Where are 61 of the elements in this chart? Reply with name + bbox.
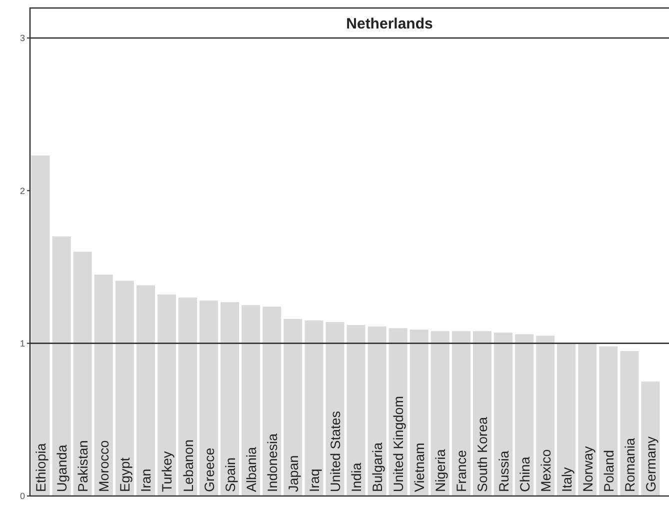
y-tick-label: 1: [20, 338, 25, 348]
bar: [31, 156, 50, 496]
x-tick-label: Romania: [622, 437, 638, 492]
x-tick-label: Nigeria: [433, 448, 448, 492]
x-tick-label: United Kingdom: [391, 396, 406, 492]
y-tick-label: 3: [20, 33, 25, 44]
bar: [557, 343, 576, 496]
x-tick-label: Indonesia: [264, 432, 280, 492]
bar: [515, 334, 534, 496]
x-tick-label: Russia: [496, 450, 512, 492]
x-tick-label: China: [517, 456, 532, 492]
bar: [242, 305, 260, 496]
bar: [452, 331, 470, 496]
bar: [599, 346, 618, 496]
bar: [494, 332, 513, 496]
x-tick-label: Uganda: [54, 444, 70, 492]
x-tick-label: South Korea: [475, 416, 490, 492]
bar: [430, 331, 450, 496]
bar: [410, 330, 428, 496]
x-tick-label: Morocco: [96, 440, 112, 492]
x-tick-label: Italy: [559, 466, 574, 492]
x-tick-label: Poland: [601, 450, 616, 492]
x-tick-label: Bulgaria: [370, 442, 386, 492]
bar: [304, 320, 324, 496]
bar: [262, 306, 282, 496]
x-tick-label: Vietnam: [412, 442, 428, 492]
bar: [200, 300, 218, 496]
bar: [94, 274, 113, 496]
x-tick-label: Ethiopia: [34, 442, 49, 492]
bar: [136, 285, 155, 496]
chart-title: Netherlands: [346, 15, 433, 32]
bar: [284, 318, 302, 496]
bar: [220, 302, 240, 496]
bar: [115, 280, 134, 496]
x-tick-label: Norway: [580, 446, 596, 492]
x-tick-label: Mexico: [538, 449, 554, 492]
bar: [52, 236, 71, 496]
x-tick-label: Spain: [222, 457, 238, 492]
y-tick-label: 0: [20, 491, 25, 502]
bar: [536, 336, 555, 496]
x-tick-label: Pakistan: [76, 440, 91, 492]
bar: [178, 298, 198, 496]
x-tick-label: United States: [328, 410, 343, 492]
x-tick-label: France: [454, 450, 470, 492]
x-tick-label: Lebanon: [180, 439, 196, 492]
x-tick-label: Iran: [138, 468, 154, 492]
x-tick-label: Germany: [643, 436, 658, 492]
x-tick-label: Turkey: [160, 450, 175, 492]
y-tick-label: 2: [20, 186, 25, 196]
bar: [73, 252, 92, 496]
bar: [620, 350, 639, 496]
bar: [346, 325, 366, 496]
x-tick-label: Japan: [286, 455, 301, 492]
bar: [578, 343, 597, 496]
x-tick-label: Egypt: [118, 457, 133, 492]
x-tick-label: Greece: [202, 448, 217, 492]
x-tick-label: India: [349, 462, 364, 492]
x-tick-label: Albania: [244, 446, 259, 492]
bar: [157, 294, 176, 496]
bar: [368, 326, 386, 496]
x-tick-label: Iraq: [306, 468, 322, 492]
